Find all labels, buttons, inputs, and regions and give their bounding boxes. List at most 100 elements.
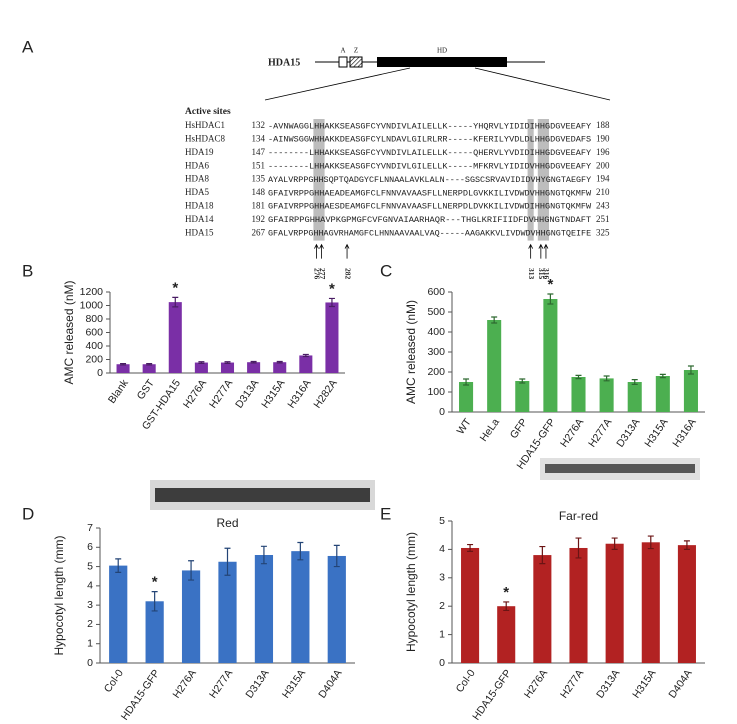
- significance-marker: *: [547, 276, 553, 293]
- x-tick-label: H277A: [207, 667, 235, 700]
- y-tick-label: 600: [427, 286, 445, 298]
- zoom-line: [264, 67, 411, 101]
- sequence-end: 243: [596, 200, 610, 210]
- x-tick-label: D313A: [614, 416, 642, 449]
- error-bar: [647, 535, 654, 550]
- y-axis-label: Hypocotyl length (mm): [52, 535, 66, 655]
- y-tick-label: 1: [87, 637, 93, 649]
- y-tick-label: 7: [87, 522, 93, 534]
- sequence-name: HsHDAC1: [185, 120, 225, 130]
- y-tick-label: 0: [97, 367, 103, 379]
- x-tick-label: HeLa: [478, 416, 502, 444]
- site-position: 277: [318, 268, 327, 280]
- error-bar: [611, 537, 618, 550]
- domain-label: A: [340, 47, 345, 55]
- x-tick-label: H315A: [642, 416, 670, 449]
- sequence-start: 181: [252, 200, 266, 210]
- sequence-start: 192: [252, 214, 266, 224]
- bar: [273, 362, 287, 373]
- active-site-highlight: [313, 119, 325, 241]
- y-tick-label: 1000: [80, 299, 104, 311]
- y-tick-label: 2: [439, 600, 445, 612]
- sequence-name: HDA18: [185, 200, 214, 210]
- x-tick-label: H282A: [311, 377, 339, 410]
- error-bar: [146, 362, 153, 366]
- bar: [254, 555, 274, 663]
- bar: [677, 545, 696, 663]
- error-bar: [115, 558, 122, 573]
- site-arrow: [538, 243, 544, 259]
- y-tick-label: 3: [87, 599, 93, 611]
- site-position: 315: [537, 268, 546, 280]
- x-tick-label: D313A: [233, 377, 261, 410]
- x-tick-label: H315A: [280, 667, 308, 700]
- error-bar: [575, 374, 582, 380]
- panel-label: D: [22, 504, 34, 523]
- sequence: GFAIVRPPGHHAEADEAMGFCLFNNVAVAASFLLNERPDL…: [268, 188, 592, 198]
- panel-label: C: [380, 261, 392, 280]
- x-tick-label: D313A: [243, 667, 271, 700]
- bar: [599, 378, 614, 412]
- bar: [515, 381, 530, 412]
- x-tick-label: GFP: [508, 416, 530, 441]
- y-tick-label: 0: [439, 657, 445, 669]
- y-tick-label: 5: [439, 515, 445, 527]
- error-bar: [276, 360, 283, 364]
- y-tick-label: 200: [85, 353, 103, 365]
- error-bar: [539, 545, 546, 565]
- sequence-end: 251: [596, 214, 610, 224]
- sequence-name: HDA5: [185, 187, 209, 197]
- y-tick-label: 400: [85, 340, 103, 352]
- bar: [655, 376, 670, 412]
- zoom-line: [474, 67, 611, 101]
- error-bar: [575, 537, 582, 559]
- sequence-name: HDA15: [185, 227, 214, 237]
- error-bar: [547, 293, 554, 305]
- panel-label: B: [22, 261, 33, 280]
- site-position: 313: [527, 268, 536, 280]
- x-tick-label: HDA15-GFP: [470, 667, 514, 722]
- sequence: -AINWSGGWHHAKKDEASGFCYLNDAVLGILRLRR-----…: [268, 135, 591, 145]
- site-arrow: [319, 243, 324, 259]
- x-tick-label: WT: [455, 416, 475, 437]
- active-sites-title: Active sites: [185, 107, 231, 117]
- y-tick-label: 500: [427, 306, 445, 318]
- bar: [461, 547, 480, 663]
- error-bar: [250, 360, 257, 364]
- significance-marker: *: [503, 584, 509, 601]
- error-bar: [333, 544, 340, 568]
- sequence: -AVNWAGGLHHAKKSEASGFCYVNDIVLAILELLK-----…: [268, 121, 591, 131]
- y-tick-label: 6: [87, 541, 93, 553]
- error-bar: [467, 543, 474, 552]
- bar: [299, 355, 313, 373]
- sequence-start: 147: [252, 147, 266, 157]
- sequence: --------LHHAKKSEASGFCYVNDIVLAILELLK-----…: [268, 148, 591, 158]
- sequence-end: 190: [596, 133, 610, 143]
- error-bar: [188, 560, 195, 581]
- y-tick-label: 1200: [80, 286, 104, 298]
- sequence-end: 210: [596, 187, 610, 197]
- bar: [497, 606, 516, 663]
- x-tick-label: H276A: [522, 667, 550, 700]
- western-blot: [150, 458, 700, 510]
- sequence-end: 325: [596, 227, 610, 237]
- bar: [569, 547, 588, 663]
- bar: [543, 299, 558, 412]
- y-tick-label: 1: [439, 628, 445, 640]
- x-tick-label: Col-0: [102, 667, 126, 695]
- bar: [145, 601, 164, 663]
- site-position: 282: [343, 268, 352, 280]
- sequence-start: 134: [252, 133, 266, 143]
- x-tick-label: H276A: [181, 377, 209, 410]
- bar: [168, 302, 182, 373]
- y-tick-label: 3: [439, 572, 445, 584]
- panel-label: A: [22, 37, 34, 56]
- x-tick-label: D404A: [316, 667, 344, 700]
- bar: [247, 362, 261, 373]
- sequence: GFAIVRPPGHHAESDEAMGFCLFNNVAVAASFLLNERPDL…: [268, 202, 592, 212]
- bar: [327, 555, 346, 663]
- sequence-start: 148: [252, 187, 266, 197]
- y-tick-label: 400: [427, 326, 445, 338]
- bar: [291, 551, 310, 663]
- bar: [533, 555, 552, 663]
